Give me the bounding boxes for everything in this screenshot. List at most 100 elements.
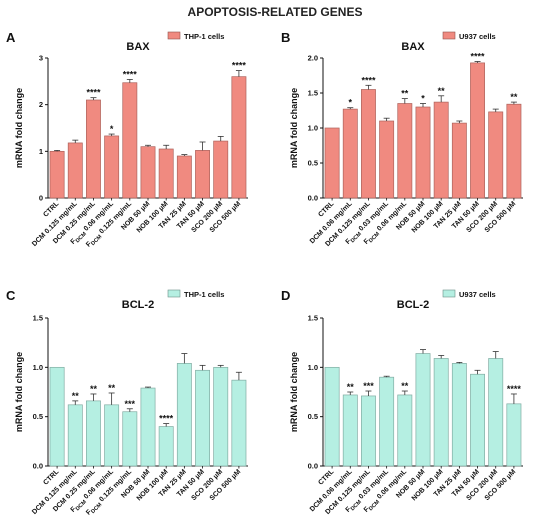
- y-axis-label: mRNA fold change: [14, 88, 24, 168]
- panel-title: BAX: [401, 41, 425, 53]
- y-tick-label: 1: [39, 147, 43, 156]
- panel-letter: B: [281, 30, 290, 45]
- significance-label: **: [401, 89, 409, 99]
- bar: [342, 394, 358, 467]
- legend-swatch: [442, 31, 456, 40]
- bar: [140, 146, 156, 199]
- significance-label: **: [510, 92, 518, 102]
- significance-label: **: [72, 391, 80, 401]
- y-tick-label: 0.0: [308, 194, 318, 203]
- bar: [379, 376, 395, 467]
- bar: [231, 379, 247, 467]
- bar: [158, 148, 174, 199]
- y-axis-label: mRNA fold change: [289, 88, 299, 168]
- panel-title: BCL-2: [397, 299, 429, 311]
- bar: [415, 106, 431, 199]
- legend-label: U937 cells: [459, 290, 496, 299]
- panel-letter: C: [6, 288, 16, 303]
- bar: [415, 353, 431, 467]
- y-tick-label: 1.5: [33, 314, 43, 323]
- legend-swatch: [167, 31, 181, 40]
- bar: [140, 387, 156, 467]
- bar: [195, 369, 210, 467]
- bar: [488, 111, 504, 199]
- y-tick-label: 3: [39, 54, 43, 63]
- bar: [86, 400, 101, 467]
- bar: [342, 108, 358, 199]
- y-axis-label: mRNA fold change: [289, 352, 299, 432]
- bar: [506, 103, 522, 199]
- bar: [122, 411, 138, 467]
- bar: [86, 99, 101, 199]
- legend-swatch: [442, 289, 456, 298]
- y-tick-label: 1.0: [308, 363, 318, 372]
- significance-label: ***: [363, 381, 374, 391]
- bar: [361, 89, 376, 199]
- significance-label: *: [421, 94, 425, 104]
- bar: [158, 426, 174, 467]
- significance-label: *: [349, 98, 353, 108]
- bar: [231, 76, 247, 199]
- legend-label: U937 cells: [459, 32, 496, 41]
- y-tick-label: 2.0: [308, 54, 318, 63]
- bar: [397, 103, 413, 199]
- chart-panel-b: B BAX U937 cells mRNA fold change 0.0 0.5 1.0 1…: [281, 30, 523, 248]
- bar: [470, 373, 485, 467]
- y-tick-label: 2: [39, 100, 43, 109]
- y-tick-label: 1.0: [308, 124, 318, 133]
- panel-letter: A: [6, 30, 16, 45]
- y-tick-label: 0.0: [308, 462, 318, 471]
- y-tick-label: 1.5: [308, 89, 318, 98]
- figure-title: APOPTOSIS-RELATED GENES: [188, 5, 363, 19]
- significance-label: ****: [159, 414, 174, 424]
- bar: [488, 358, 504, 467]
- bar: [361, 395, 376, 467]
- legend-swatch: [167, 289, 181, 298]
- bar: [433, 101, 449, 199]
- significance-label: *: [110, 124, 114, 134]
- significance-label: ****: [232, 61, 247, 71]
- bar: [67, 404, 83, 467]
- chart-panel-c: C BCL-2 THP-1 cells mRNA fold change 0.0 0.5 1…: [6, 288, 248, 518]
- significance-label: ****: [471, 52, 486, 62]
- significance-label: ****: [123, 69, 138, 79]
- significance-label: ****: [361, 75, 376, 85]
- bar: [433, 358, 449, 467]
- bar: [324, 366, 340, 467]
- bar: [213, 140, 229, 199]
- bar: [104, 404, 120, 467]
- bar: [67, 142, 83, 199]
- significance-label: **: [401, 381, 409, 391]
- bar: [451, 122, 467, 199]
- significance-label: ****: [86, 88, 101, 98]
- y-tick-label: 0.5: [308, 159, 318, 168]
- bar: [451, 363, 467, 467]
- y-tick-label: 0.5: [33, 412, 43, 421]
- chart-panel-d: D BCL-2 U937 cells mRNA fold change 0.0 0.5 1.…: [281, 288, 523, 516]
- significance-label: ****: [507, 384, 522, 394]
- y-tick-label: 1.0: [33, 363, 43, 372]
- significance-label: ***: [125, 399, 136, 409]
- y-axis-label: mRNA fold change: [14, 352, 24, 432]
- y-tick-label: 0.5: [308, 412, 318, 421]
- significance-label: **: [108, 383, 116, 393]
- bar: [176, 155, 192, 199]
- bar: [506, 403, 522, 467]
- significance-label: **: [347, 382, 355, 392]
- panel-title: BAX: [126, 41, 150, 53]
- legend-label: THP-1 cells: [184, 290, 224, 299]
- bar: [324, 127, 340, 199]
- bar: [470, 62, 485, 199]
- bar: [104, 135, 120, 199]
- bar: [49, 366, 65, 467]
- panel-letter: D: [281, 288, 290, 303]
- bar: [213, 366, 229, 467]
- bar: [176, 363, 192, 467]
- bar: [195, 150, 210, 199]
- significance-label: **: [90, 384, 98, 394]
- bar: [49, 150, 65, 199]
- panel-title: BCL-2: [122, 299, 154, 311]
- bar: [379, 120, 395, 199]
